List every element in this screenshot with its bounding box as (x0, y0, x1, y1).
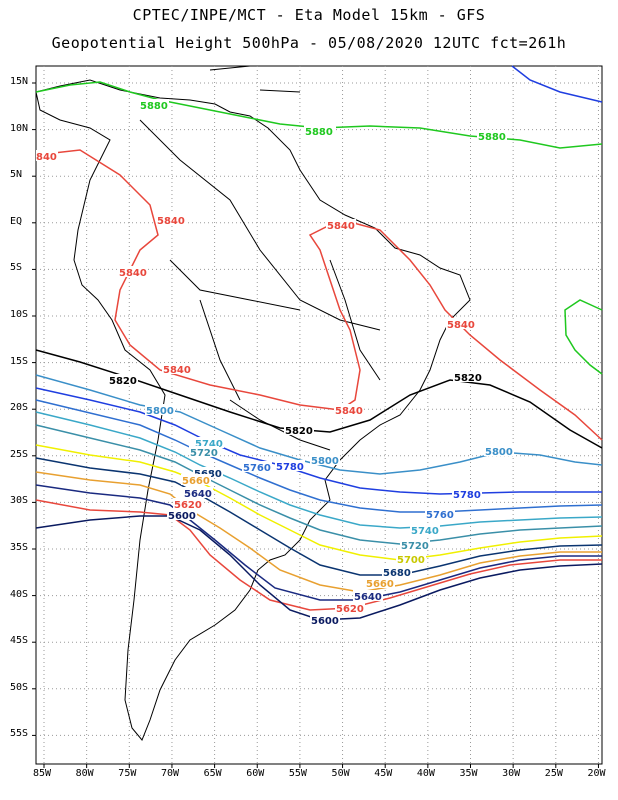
latitude-label: 15N (10, 76, 29, 87)
latitude-label: 10S (10, 309, 29, 320)
contour-5740 (35, 411, 603, 529)
longitude-label: 70W (160, 768, 179, 779)
contour-label: 5800 (485, 447, 513, 458)
contour-label: 840 (36, 152, 57, 163)
contour-label: 5640 (354, 592, 382, 603)
contour-5880-ne (511, 65, 603, 103)
contour-label: 5600 (311, 616, 339, 627)
contour-5700 (35, 444, 603, 561)
latitude-label: 20S (10, 402, 29, 414)
contour-label: 5640 (184, 489, 212, 500)
contour-label: 5740 (411, 526, 439, 537)
longitude-label: 65W (203, 768, 222, 779)
contour-label: 5840 (163, 365, 191, 376)
contour-label: 5800 (311, 456, 339, 467)
longitude-label: 55W (288, 768, 307, 779)
latitude-label: 10N (10, 122, 29, 134)
contour-label: 5840 (327, 221, 355, 232)
latitude-label: 25S (10, 448, 29, 460)
contour-5600 (35, 515, 603, 621)
contour-label: 5820 (285, 426, 313, 437)
contour-label: 5660 (182, 476, 210, 487)
contour-label: 5780 (276, 462, 304, 473)
contour-label: 5880 (478, 132, 506, 143)
longitude-label: 85W (33, 768, 52, 779)
continent-outline (35, 65, 471, 741)
contour-label: 5620 (174, 500, 202, 511)
longitude-label: 80W (75, 768, 94, 779)
longitude-label: 45W (374, 768, 393, 779)
map-title-line1: CPTEC/INPE/MCT - Eta Model 15km - GFS (132, 6, 486, 24)
latitude-label: 45S (10, 635, 29, 647)
contour-label: 5840 (447, 320, 475, 331)
contour-label: 5840 (335, 406, 363, 417)
contour-5620 (35, 499, 602, 611)
contour-5760 (35, 399, 603, 513)
contour-label: 5740 (195, 439, 223, 450)
longitude-label: 75W (118, 768, 137, 779)
contour-label: 5700 (397, 555, 425, 566)
contour-5780 (35, 387, 602, 495)
contour-label: 5840 (119, 268, 147, 279)
longitude-label: 50W (331, 768, 350, 779)
contour-label: 5820 (454, 373, 482, 384)
map-frame (35, 65, 603, 765)
contour-label: 5760 (243, 463, 271, 474)
latitude-label: 55S (10, 728, 29, 740)
latitude-label: 40S (10, 588, 29, 600)
contour-label: 5820 (109, 376, 137, 387)
contour-5880-east (564, 299, 603, 375)
map-title-line2: Geopotential Height 500hPa - 05/08/2020 … (51, 34, 567, 52)
contour-label: 5880 (305, 127, 333, 138)
contour-label: 5680 (383, 568, 411, 579)
latitude-label: 5S (10, 262, 23, 274)
latitude-label: 50S (10, 681, 29, 693)
longitude-label: 40W (416, 768, 435, 779)
longitude-label: 20W (587, 768, 606, 779)
longitude-label: 35W (459, 768, 478, 779)
contour-label: 5720 (190, 448, 218, 459)
contour-label: 5660 (366, 579, 394, 590)
contour-label: 5800 (146, 406, 174, 417)
contour-label: 5720 (401, 541, 429, 552)
axis-ticks (32, 82, 599, 768)
longitude-label: 60W (246, 768, 265, 779)
contour-5840 (35, 149, 603, 441)
latitude-label: 5N (10, 169, 23, 181)
latitude-label: 30S (10, 495, 29, 507)
contour-label: 5600 (168, 511, 196, 522)
contour-label: 5880 (140, 101, 168, 112)
contour-5680 (35, 457, 603, 576)
latitude-label: 15S (10, 355, 29, 367)
latitude-label: 35S (10, 542, 29, 553)
contour-label: 5620 (336, 604, 364, 615)
contour-5820 (35, 349, 603, 449)
contour-label: 5780 (453, 490, 481, 501)
contour-label: 5840 (157, 216, 185, 227)
contour-label: 5760 (426, 510, 454, 521)
contour-5660 (35, 471, 602, 593)
contour-5720 (35, 424, 603, 545)
latitude-label: EQ (10, 215, 23, 227)
contour-labels: 5880 5880 5880 840 5840 5840 5840 5840 5… (36, 99, 514, 627)
longitude-label: 25W (544, 768, 563, 779)
contour-5640 (35, 484, 602, 601)
longitude-label: 30W (502, 768, 521, 779)
